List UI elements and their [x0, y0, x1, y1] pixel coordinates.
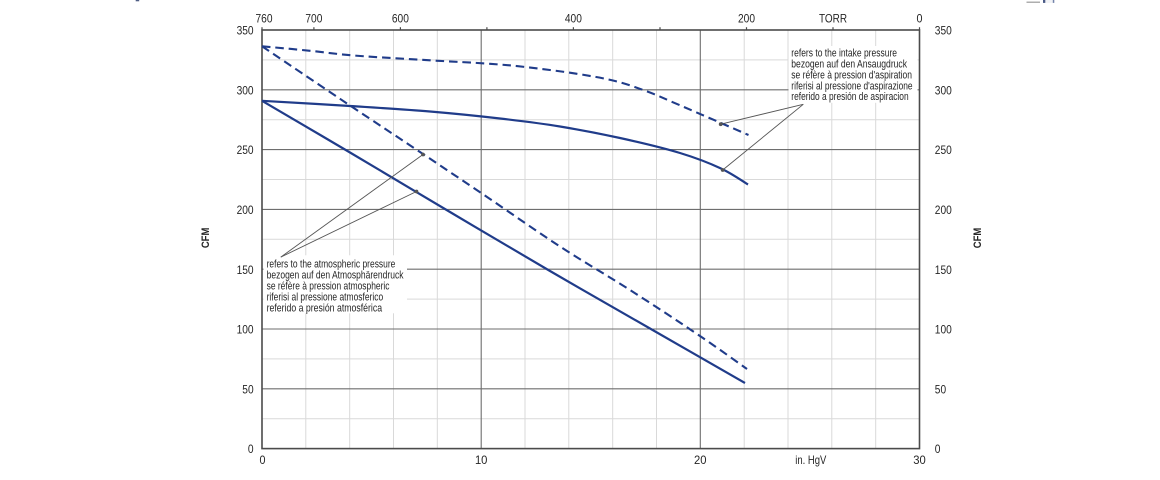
svg-text:200: 200: [935, 203, 952, 217]
svg-text:400: 400: [565, 12, 582, 26]
svg-text:760: 760: [256, 12, 273, 26]
svg-text:250: 250: [935, 143, 952, 157]
svg-text:50: 50: [935, 382, 947, 396]
svg-text:0: 0: [260, 453, 266, 467]
svg-text:30: 30: [913, 453, 926, 467]
svg-text:CFM: CFM: [972, 228, 984, 249]
svg-text:CFM: CFM: [200, 228, 212, 249]
svg-text:referido a presión atmosférica: referido a presión atmosférica: [267, 303, 383, 315]
svg-text:se réfère à pression atmospher: se réfère à pression atmospheric: [267, 281, 390, 293]
svg-text:350: 350: [237, 24, 254, 38]
svg-text:referido a presión de aspiraci: referido a presión de aspiracion: [791, 91, 908, 103]
svg-text:150: 150: [935, 263, 952, 277]
svg-text:in. HgV: in. HgV: [795, 453, 826, 467]
svg-text:se réfère à pression d'aspirat: se réfère à pression d'aspiration: [791, 69, 912, 81]
svg-text:350: 350: [935, 24, 952, 38]
svg-text:bezogen auf den Ansaugdruck: bezogen auf den Ansaugdruck: [791, 59, 907, 71]
svg-text:refers to the atmospheric pres: refers to the atmospheric pressure: [267, 259, 396, 271]
svg-text:0: 0: [248, 442, 254, 456]
svg-text:10: 10: [475, 453, 488, 467]
svg-text:refers to the intake pressure: refers to the intake pressure: [791, 48, 897, 60]
svg-text:20: 20: [694, 453, 707, 467]
svg-text:200: 200: [237, 203, 254, 217]
svg-text:0: 0: [935, 442, 941, 456]
svg-text:300: 300: [237, 83, 254, 97]
svg-text:bezogen auf den Atmosphärendru: bezogen auf den Atmosphärendruck: [267, 270, 404, 282]
svg-text:0: 0: [917, 12, 923, 26]
svg-text:riferisi al pressione d'aspira: riferisi al pressione d'aspirazione: [791, 80, 912, 92]
svg-text:50: 50: [242, 382, 254, 396]
svg-text:TORR: TORR: [819, 12, 847, 26]
svg-text:100: 100: [935, 323, 952, 337]
svg-text:700: 700: [305, 12, 322, 26]
svg-text:600: 600: [392, 12, 409, 26]
svg-text:300: 300: [935, 83, 952, 97]
svg-text:100: 100: [237, 323, 254, 337]
svg-text:200: 200: [738, 12, 755, 26]
svg-text:150: 150: [237, 263, 254, 277]
svg-text:riferisi al pressione atmosfer: riferisi al pressione atmosferico: [267, 292, 384, 304]
svg-text:250: 250: [237, 143, 254, 157]
